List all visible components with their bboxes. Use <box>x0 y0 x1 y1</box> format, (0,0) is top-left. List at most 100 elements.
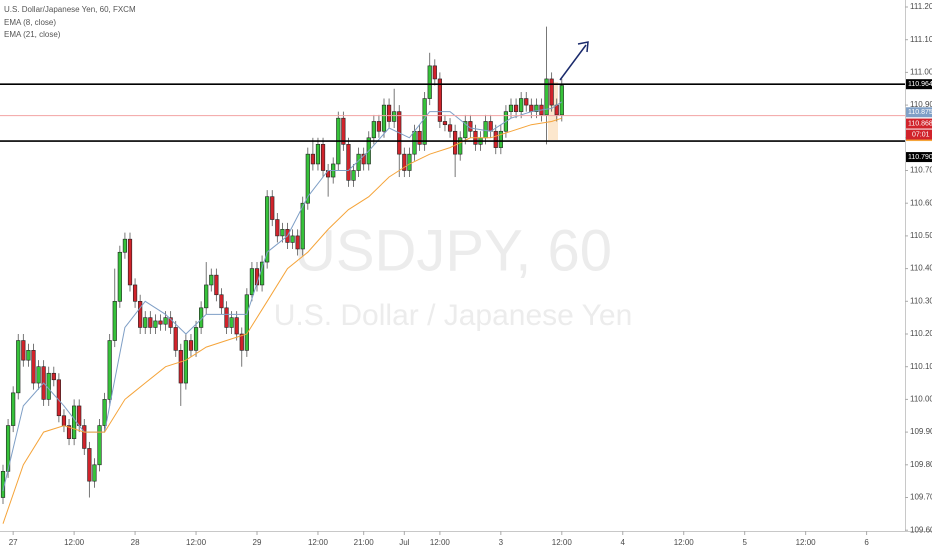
candle-body <box>214 274 219 296</box>
candle-body <box>188 340 194 351</box>
x-tick-label: 3 <box>499 538 504 547</box>
candle-body <box>56 379 61 417</box>
candle-body <box>280 229 285 237</box>
x-tick-label: 12:00 <box>308 538 329 547</box>
x-tick-label: 27 <box>9 538 18 547</box>
candle-body <box>417 130 422 145</box>
x-tick-label: 28 <box>131 538 140 547</box>
x-tick-label: 12:00 <box>186 538 207 547</box>
candle-body <box>265 196 270 263</box>
candle-body <box>21 340 26 361</box>
price-label-box <box>906 79 932 90</box>
candle-body <box>209 274 214 286</box>
candle-body <box>422 98 427 145</box>
candle-body <box>92 464 97 482</box>
candle-body <box>519 98 524 112</box>
candle-body <box>66 425 72 439</box>
candle-body <box>234 317 239 335</box>
candle-body <box>447 124 453 132</box>
candle-body <box>376 121 382 132</box>
candle-body <box>341 117 346 145</box>
candle-body <box>127 238 133 286</box>
x-tick-label: 12:00 <box>64 538 85 547</box>
y-tick-label: 110.400 <box>910 264 932 273</box>
y-tick-label: 110.700 <box>910 166 932 175</box>
y-tick-label: 110.900 <box>910 100 932 109</box>
candle-body <box>46 372 51 400</box>
y-tick-label: 109.600 <box>910 525 932 534</box>
candle-body <box>11 392 16 426</box>
candle-body <box>386 104 392 122</box>
candle-body <box>173 327 178 351</box>
price-label: 110.868 <box>908 120 932 127</box>
candle-body <box>381 104 387 132</box>
position-box <box>548 82 558 140</box>
x-tick-label: 12:00 <box>796 538 817 547</box>
candle-body <box>437 78 442 122</box>
candle-body <box>407 153 412 171</box>
price-label: 110.964 <box>908 81 932 88</box>
candle-body <box>102 399 107 426</box>
arrow <box>559 44 587 81</box>
candle-body <box>72 405 77 439</box>
candle-body <box>16 340 21 394</box>
candle-body <box>158 320 163 325</box>
y-tick-label: 111.000 <box>910 68 932 77</box>
y-tick-label: 109.900 <box>910 427 932 436</box>
candle-body <box>249 268 255 296</box>
chart-title: U.S. Dollar/Japanese Yen, 60, FXCM <box>4 5 136 14</box>
y-tick-label: 110.300 <box>910 296 932 305</box>
arrow-head <box>577 41 589 53</box>
candle-body <box>392 111 397 122</box>
candle-body <box>87 448 92 482</box>
candle-body <box>320 144 326 171</box>
candle-body <box>36 366 41 384</box>
candle-body <box>61 415 67 426</box>
candle-body <box>148 317 153 328</box>
candle-body <box>132 284 138 302</box>
legend-entry: EMA (21, close) <box>4 30 61 39</box>
x-tick-label: 4 <box>621 538 626 547</box>
candle-body <box>117 251 122 302</box>
candle-body <box>412 130 417 155</box>
candle-body <box>402 153 407 171</box>
candle-body <box>112 300 117 341</box>
price-label: 110.790 <box>908 154 932 161</box>
candle-body <box>559 85 564 116</box>
candle-body <box>549 78 554 106</box>
candle-body <box>442 121 448 126</box>
countdown: 07:01 <box>912 131 930 138</box>
plot <box>0 26 564 524</box>
candle-body <box>351 170 356 181</box>
candle-body <box>204 284 209 309</box>
price-label: 110.875 <box>908 109 932 116</box>
x-tick-label: 12:00 <box>674 538 695 547</box>
candle-body <box>244 294 249 351</box>
candle-body <box>432 65 437 80</box>
candle-body <box>513 104 519 112</box>
candle-body <box>193 327 199 351</box>
countdown-box <box>906 129 932 140</box>
candle-body <box>219 294 224 309</box>
candle-body <box>270 196 275 220</box>
x-tick-label: 21:00 <box>354 538 375 547</box>
candle-body <box>168 317 173 328</box>
x-tick-label: 12:00 <box>552 538 573 547</box>
candle-body <box>122 238 128 253</box>
y-tick-label: 111.100 <box>910 35 932 44</box>
y-tick-label: 110.000 <box>910 395 932 404</box>
candle-body <box>97 425 102 466</box>
candle-body <box>224 307 229 328</box>
candle-body <box>463 121 468 139</box>
candle-body <box>82 425 87 449</box>
candle-body <box>138 300 143 328</box>
candle-body <box>275 219 280 237</box>
candle-body <box>371 121 376 139</box>
y-tick-label: 110.500 <box>910 231 932 240</box>
candle-body <box>310 153 315 165</box>
x-tick-label: 6 <box>864 538 869 547</box>
candle-body <box>508 104 514 112</box>
candle-body <box>315 144 321 165</box>
y-tick-label: 110.200 <box>910 329 932 338</box>
